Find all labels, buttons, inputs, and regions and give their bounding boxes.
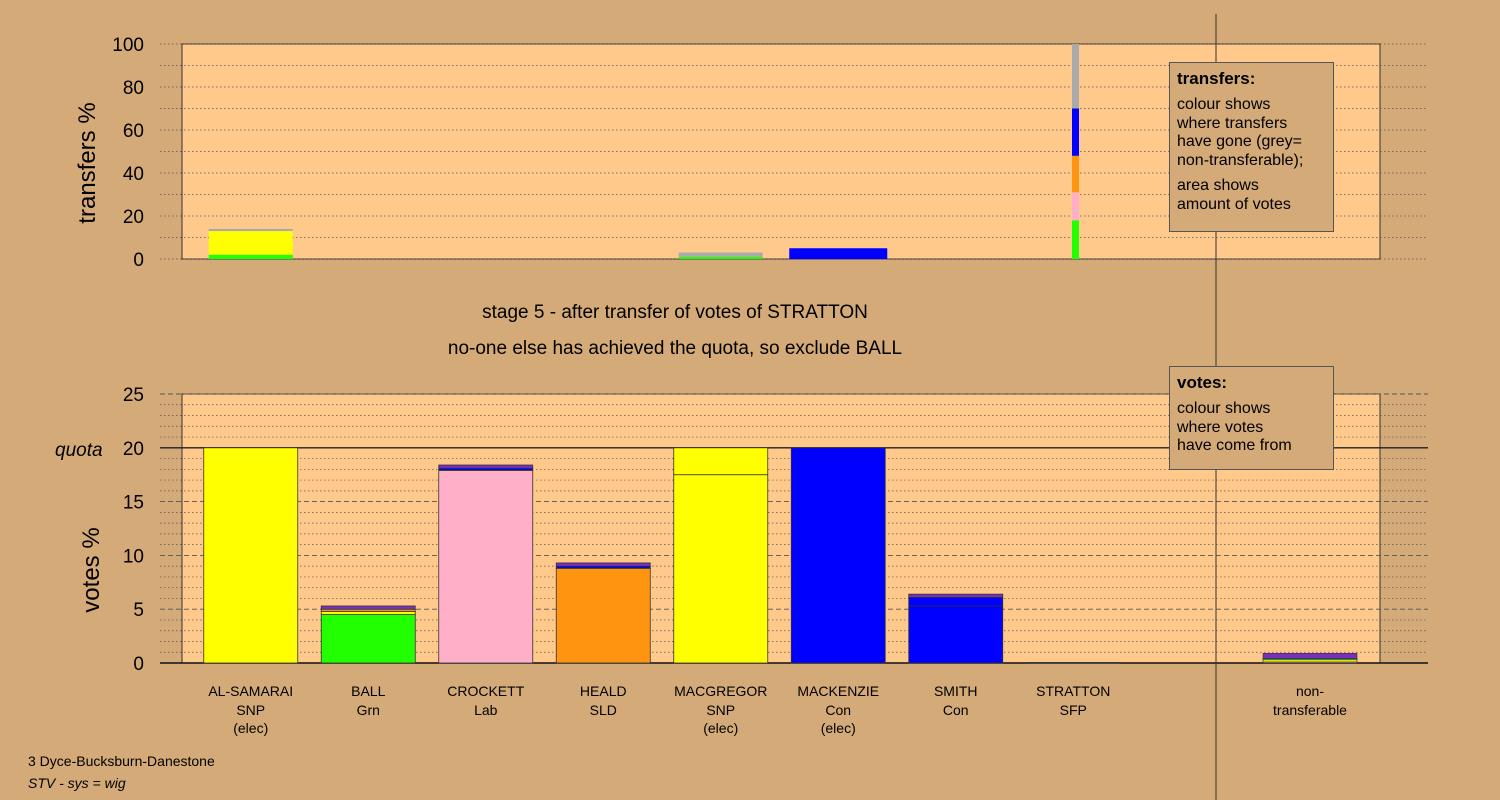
votes-legend-title: votes: xyxy=(1177,373,1228,392)
vote-bar-segment xyxy=(555,567,651,664)
vote-bar-segment xyxy=(908,605,1004,664)
candidate-name-label: AL-SAMARAI xyxy=(208,683,293,699)
candidate-elected-label: (elec) xyxy=(703,720,738,736)
transfers-tick-label: 60 xyxy=(123,121,144,142)
candidate-elected-label: (elec) xyxy=(233,720,268,736)
stage-status: no-one else has achieved the quota, so e… xyxy=(448,338,902,359)
candidate-party-label: Grn xyxy=(357,702,380,718)
nontransferable-bar-segment xyxy=(1262,653,1358,659)
vote-bar-segment xyxy=(673,474,769,664)
votes-tick-label: 25 xyxy=(123,385,144,406)
candidate-name-label: SMITH xyxy=(934,683,978,699)
ward-name: 3 Dyce-Bucksburn-Danestone xyxy=(28,753,215,769)
votes-tick-label: 20 xyxy=(123,439,144,460)
transfers-legend-line: area shows xyxy=(1177,177,1259,194)
transfers-legend: transfers: colour shows where transfers … xyxy=(1169,62,1334,232)
transfers-tick-label: 100 xyxy=(112,35,144,56)
candidate-party-label: SNP xyxy=(706,702,735,718)
vote-bar-segment xyxy=(1025,662,1121,664)
vote-bar-segment xyxy=(908,593,1004,598)
transfers-tick-label: 0 xyxy=(133,250,144,271)
nontransferable-label: non- xyxy=(1296,683,1324,699)
candidate-party-label: Con xyxy=(825,702,851,718)
nontransferable-bar-segment xyxy=(1262,659,1358,663)
votes-tick-label: 5 xyxy=(133,600,144,621)
transfer-bar-segment xyxy=(678,252,763,257)
candidate-name-label: HEALD xyxy=(580,683,627,699)
votes-legend-line: colour shows xyxy=(1177,400,1271,417)
transfer-bar-segment xyxy=(208,228,293,232)
vote-bar-segment xyxy=(908,596,1004,607)
transfer-bar-segment xyxy=(208,231,293,255)
vote-bar-segment xyxy=(438,464,534,469)
vote-bar-segment xyxy=(673,447,769,476)
candidate-party-label: Lab xyxy=(474,702,498,718)
candidate-party-label: SLD xyxy=(590,702,617,718)
vote-bar-segment xyxy=(555,562,651,567)
stratton-transfer-segment xyxy=(1072,155,1079,193)
transfers-legend-line: have gone (grey= xyxy=(1177,133,1302,150)
transfers-tick-label: 40 xyxy=(123,164,144,185)
votes-legend-line: have come from xyxy=(1177,437,1292,454)
transfers-legend-line: non-transferable); xyxy=(1177,151,1304,169)
candidate-name-label: MACGREGOR xyxy=(674,683,767,699)
candidate-party-label: SNP xyxy=(236,702,265,718)
transfer-bar-segment xyxy=(678,256,763,259)
candidate-party-label: Con xyxy=(943,702,969,718)
candidate-party-label: SFP xyxy=(1060,702,1087,718)
candidate-name-label: BALL xyxy=(351,683,385,699)
candidate-name-label: MACKENZIE xyxy=(797,683,879,699)
vote-bar-segment xyxy=(790,447,886,664)
votes-legend-line: where votes xyxy=(1177,418,1264,436)
votes-legend: votes: colour shows where votes have com… xyxy=(1169,366,1334,470)
nontransferable-label: transferable xyxy=(1273,702,1347,718)
vote-bar-segment xyxy=(203,447,299,664)
transfers-axis-title: transfers % xyxy=(74,102,101,223)
stage-title: stage 5 - after transfer of votes of STR… xyxy=(482,302,868,323)
transfers-legend-line: amount of votes xyxy=(1177,195,1291,213)
system-label: STV - sys = wig xyxy=(28,775,126,791)
votes-tick-label: 10 xyxy=(123,546,144,567)
vote-bar-segment xyxy=(438,469,534,664)
transfers-legend-line: colour shows xyxy=(1177,96,1271,113)
transfer-bar-segment xyxy=(208,254,293,259)
transfers-tick-label: 20 xyxy=(123,207,144,228)
votes-tick-label: 0 xyxy=(133,654,144,675)
stratton-transfer-segment xyxy=(1072,220,1079,259)
candidate-name-label: STRATTON xyxy=(1036,683,1110,699)
transfer-bar-segment xyxy=(789,248,888,259)
stratton-transfer-segment xyxy=(1072,44,1079,109)
votes-chart: 0 5 10 15 20 25 quota AL-SAMARAI SNP (elec) BALL Gr… xyxy=(55,385,1428,736)
stratton-transfer-segment xyxy=(1072,108,1079,156)
votes-tick-label: 15 xyxy=(123,493,144,514)
transfers-legend-title: transfers: xyxy=(1177,69,1256,88)
vote-bar-segment xyxy=(320,610,416,615)
candidate-name-label: CROCKETT xyxy=(447,683,524,699)
transfers-tick-label: 80 xyxy=(123,78,144,99)
candidate-elected-label: (elec) xyxy=(821,720,856,736)
transfers-legend-line: where transfers xyxy=(1177,114,1288,132)
vote-bar-segment xyxy=(320,614,416,664)
votes-axis-title: votes % xyxy=(78,527,105,612)
quota-label: quota xyxy=(55,440,103,461)
vote-bar-segment xyxy=(320,605,416,610)
stratton-transfer-segment xyxy=(1072,192,1079,221)
